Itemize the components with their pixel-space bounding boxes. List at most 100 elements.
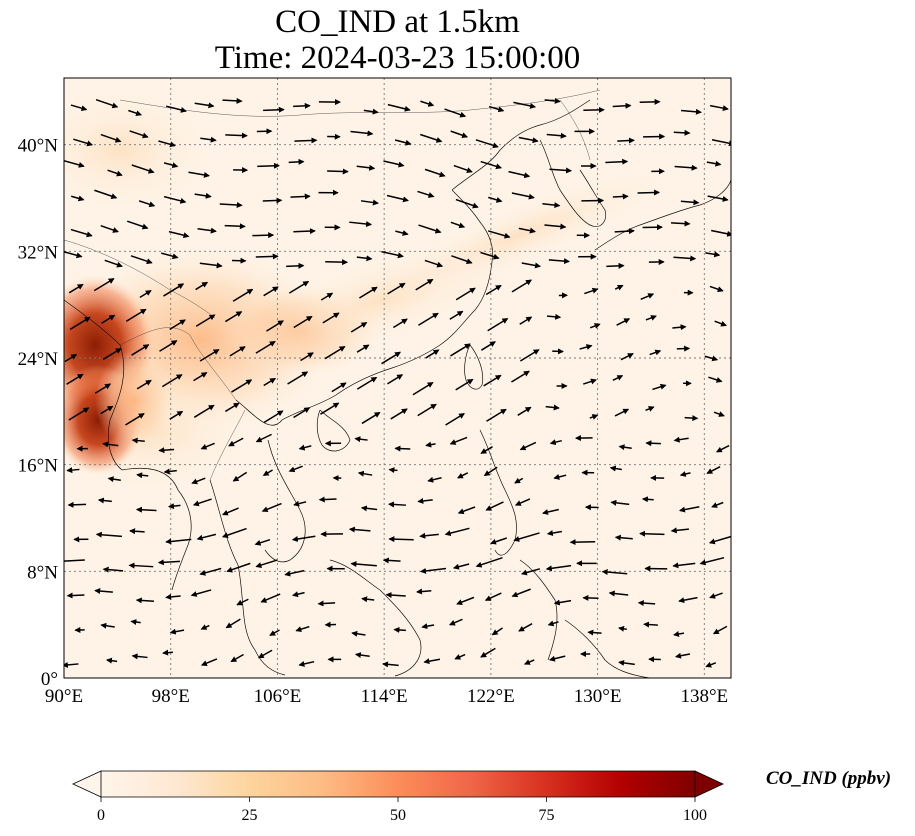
wind-arrow [678, 506, 700, 513]
wind-arrow [67, 501, 87, 508]
lon-tick-label: 90°E [45, 686, 83, 707]
wind-arrow [168, 503, 181, 510]
wind-arrow [546, 530, 563, 536]
wind-arrow [105, 657, 118, 664]
wind-arrow [483, 374, 502, 387]
wind-arrow [95, 98, 119, 109]
wind-arrow [288, 280, 310, 294]
wind-arrow [199, 262, 223, 269]
wind-arrow [612, 193, 629, 200]
wind-arrow [518, 227, 536, 234]
wind-arrow [129, 528, 145, 535]
wind-arrow [425, 441, 436, 448]
wind-arrow [102, 441, 119, 448]
wind-arrow [200, 624, 210, 630]
wind-arrow [387, 374, 404, 385]
wind-arrow [649, 349, 662, 356]
wind-arrow [162, 649, 174, 656]
wind-arrow [70, 104, 88, 112]
wind-arrow [420, 100, 435, 107]
wind-arrow [705, 251, 721, 258]
wind-arrow [232, 288, 254, 302]
wind-arrow [387, 282, 406, 295]
coast-borneo [329, 559, 422, 677]
wind-arrow [643, 621, 658, 628]
lon-tick-label: 130°E [574, 686, 622, 707]
wind-arrow [488, 105, 505, 113]
wind-arrow [514, 477, 524, 484]
wind-arrow [417, 497, 433, 504]
wind-arrow [445, 413, 465, 426]
wind-arrow [263, 286, 279, 297]
wind-arrow [388, 536, 414, 543]
wind-arrow [491, 627, 503, 636]
wind-arrow [618, 625, 627, 632]
wind-arrow [523, 659, 535, 665]
coast-yellow-sea [451, 99, 591, 191]
wind-arrow [193, 372, 208, 382]
wind-arrow [260, 593, 281, 603]
wind-arrow [293, 102, 311, 109]
wind-arrow [547, 620, 559, 627]
wind-arrow [394, 445, 411, 452]
wind-arrow [680, 108, 702, 115]
wind-arrow [350, 130, 374, 137]
wind-arrow [508, 170, 531, 179]
wind-arrow [225, 132, 248, 139]
wind-arrow [102, 347, 122, 361]
wind-arrow [320, 292, 334, 301]
wind-arrow [255, 253, 279, 260]
wind-arrow [361, 596, 375, 603]
wind-arrow [546, 132, 567, 139]
wind-arrow [518, 623, 533, 632]
border-korea [559, 99, 591, 161]
wind-arrow [331, 382, 347, 393]
wind-arrow [542, 508, 559, 515]
wind-arrow [129, 130, 149, 139]
wind-arrow [361, 411, 381, 425]
wind-arrow [298, 444, 312, 451]
wind-arrow [706, 466, 721, 474]
wind-arrow [553, 599, 572, 606]
wind-arrow [714, 320, 727, 327]
wind-arrow [161, 374, 183, 388]
wind-arrow [544, 223, 567, 230]
wind-arrow [126, 220, 149, 230]
wind-arrow [684, 415, 699, 422]
wind-arrow [158, 140, 176, 148]
wind-arrow [64, 159, 85, 168]
wind-arrow [645, 406, 655, 412]
wind-arrow [617, 137, 635, 144]
wind-arrow [351, 630, 366, 637]
coast-south-china [235, 189, 494, 426]
wind-arrow [485, 284, 502, 296]
wind-arrow [513, 532, 540, 542]
lat-tick-label: 24°N [18, 349, 59, 370]
wind-arrow [135, 597, 154, 604]
wind-arrow [64, 661, 79, 668]
wind-arrow [356, 255, 373, 262]
lat-tick-label: 16°N [18, 456, 59, 477]
lon-tick-label: 98°E [152, 686, 190, 707]
wind-arrow [589, 323, 601, 329]
wind-arrow [100, 133, 122, 143]
wind-arrow [640, 293, 655, 300]
wind-arrow [427, 476, 442, 483]
wind-arrow [486, 408, 507, 422]
colorbar-tick-label: 100 [683, 807, 707, 824]
wind-arrow [94, 588, 113, 594]
wind-arrow [545, 404, 560, 411]
colorbar-label: CO_IND (ppbv) [766, 768, 892, 789]
wind-arrow [382, 557, 401, 564]
wind-arrow [324, 345, 346, 360]
wind-arrow [641, 496, 654, 503]
wind-arrow [609, 465, 622, 472]
wind-arrow [125, 413, 145, 426]
wind-arrow [511, 279, 532, 293]
wind-arrow [349, 220, 373, 227]
wind-arrow [125, 308, 147, 322]
wind-arrow [288, 465, 303, 473]
wind-arrow [455, 378, 474, 391]
wind-arrow [424, 168, 446, 178]
wind-arrow [457, 506, 476, 515]
